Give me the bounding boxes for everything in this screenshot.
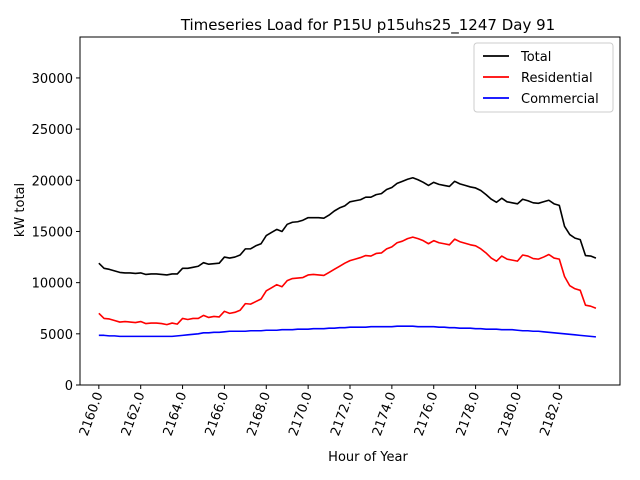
y-tick-label: 10000	[32, 277, 73, 292]
chart-title: Timeseries Load for P15U p15uhs25_1247 D…	[180, 16, 555, 35]
x-tick-label: 2182.0	[537, 390, 567, 438]
legend-label-commercial: Commercial	[521, 92, 599, 107]
legend-label-residential: Residential	[521, 71, 593, 86]
series-line-total	[98, 176, 597, 276]
x-tick-label: 2180.0	[496, 390, 526, 438]
legend: Total Residential Commercial	[473, 42, 614, 113]
y-tick-label: 20000	[32, 174, 73, 189]
x-tick-label: 2176.0	[412, 390, 442, 438]
x-tick-label: 2164.0	[161, 390, 191, 438]
y-tick-label: 0	[65, 379, 73, 394]
y-tick-label: 25000	[32, 123, 73, 138]
legend-label-total: Total	[520, 50, 551, 65]
y-tick-label: 15000	[32, 225, 73, 240]
series-line-commercial	[98, 325, 597, 338]
x-tick-label: 2168.0	[244, 390, 274, 438]
y-axis-label: kW total	[13, 183, 28, 237]
x-axis-label: Hour of Year	[328, 450, 408, 465]
legend-box	[473, 42, 614, 113]
x-tick-label: 2174.0	[370, 390, 400, 438]
x-tick-label: 2162.0	[119, 390, 149, 438]
series-line-residential	[98, 236, 597, 326]
x-axis-ticks: 2160.0 2162.0 2164.0 2166.0 2168.0 2170.0 2172…	[77, 385, 567, 438]
y-tick-label: 30000	[32, 72, 73, 87]
series-lines	[98, 176, 597, 338]
x-tick-label: 2166.0	[203, 390, 233, 438]
y-axis-ticks: 0 5000 10000 15000 20000 25000 30000	[32, 72, 80, 394]
x-tick-label: 2170.0	[286, 390, 316, 438]
y-tick-label: 5000	[40, 328, 73, 343]
x-tick-label: 2178.0	[454, 390, 484, 438]
x-tick-label: 2160.0	[77, 390, 107, 438]
x-tick-label: 2172.0	[328, 390, 358, 438]
